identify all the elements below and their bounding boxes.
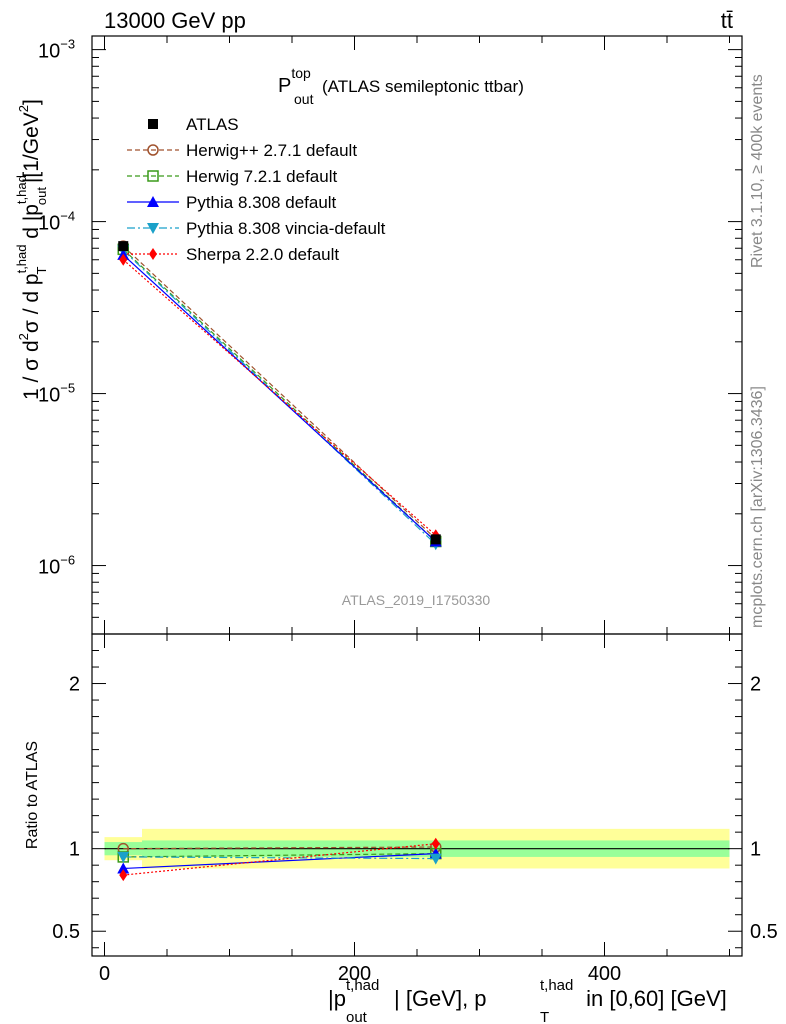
legend-marker-herwig_pp	[147, 144, 159, 156]
ylabel-c-sup: t,had	[14, 175, 29, 204]
ratio-line-herwig_pp	[123, 846, 436, 850]
title-main: P	[278, 75, 291, 97]
ylabel-d: |[1/GeV	[20, 112, 43, 183]
legend-marker-herwig7	[147, 170, 159, 182]
legend-marker-sherpa	[149, 248, 157, 260]
ylabel-b-sub: T	[34, 267, 49, 275]
x-tick-label: 200	[338, 963, 371, 985]
y-tick-label: 10−6	[38, 553, 75, 579]
ratio-point-vincia	[429, 853, 442, 865]
x-axis-label-rest: t,had out | [GeV], p t,had T in [0,60] [GeV]	[346, 977, 727, 1024]
y-tick-base: 10	[38, 41, 60, 63]
y-tick-exponent: −3	[60, 37, 75, 52]
x-axis-label: |p	[328, 986, 346, 1011]
data-point-data	[118, 241, 129, 252]
legend-label-vincia: Pythia 8.308 vincia-default	[186, 219, 386, 238]
series-line-herwig_pp	[122, 245, 437, 540]
plot-title: Ptop out (ATLAS semileptonic ttbar)	[278, 65, 524, 107]
legend-label-herwig_pp: Herwig++ 2.7.1 default	[186, 141, 357, 160]
series-line-sherpa	[122, 259, 437, 536]
y-tick-exponent: −6	[60, 553, 75, 568]
legend: ATLAS Herwig++ 2.7.1 default Herwig 7.2.1 …	[127, 115, 386, 264]
analysis-watermark: ATLAS_2019_I1750330	[342, 592, 491, 608]
legend-label-pythia: Pythia 8.308 default	[186, 193, 337, 212]
ylabel-c-sub: out	[34, 187, 49, 205]
data-point-data	[430, 534, 441, 545]
xlabel-b: | [GeV], p	[394, 986, 487, 1011]
main-panel-series	[117, 240, 442, 551]
ratio-line-sherpa	[123, 843, 436, 876]
legend-marker-data	[148, 119, 158, 129]
ratio-y-tick-label-right: 0.5	[750, 921, 778, 943]
legend-marker-vincia	[147, 223, 159, 234]
title-rest: (ATLAS semileptonic ttbar)	[322, 77, 524, 96]
legend-label-sherpa: Sherpa 2.2.0 default	[186, 245, 339, 264]
ratio-line-vincia	[123, 856, 436, 860]
ratio-y-tick-label: 2	[69, 674, 80, 696]
ratio-line-herwig7	[123, 853, 436, 858]
y-tick-label: 10−4	[38, 209, 75, 235]
xlabel-b-sub: T	[540, 1009, 549, 1024]
xlabel-c: in [0,60] [GeV]	[580, 986, 727, 1011]
ratio-point-pythia	[117, 862, 130, 874]
ratio-panel-frame	[91, 633, 743, 957]
xlabel-a-sup: t,had	[346, 977, 379, 994]
energy-label: 13000 GeV pp	[104, 8, 246, 33]
ylabel-a-sup: 2	[16, 333, 31, 340]
title-sub: out	[294, 91, 314, 107]
ylabel-d-sup: 2	[16, 105, 31, 112]
ratio-point-sherpa	[431, 837, 440, 850]
title-sup: top	[291, 65, 311, 81]
x-tick-label: 0	[99, 963, 110, 985]
y-tick-label: 10−3	[38, 37, 75, 63]
ratio-panel-series	[117, 837, 442, 882]
legend-label-herwig7: Herwig 7.2.1 default	[186, 167, 337, 186]
data-point-sherpa	[119, 253, 128, 266]
ylabel-e: ]	[20, 99, 43, 105]
y-tick-exponent: −5	[60, 381, 75, 396]
xlabel-a: |p	[328, 986, 346, 1011]
y-tick-base: 10	[38, 213, 60, 235]
ylabel-a: 1 / σ d	[20, 340, 43, 400]
main-panel-ticks: 10−310−410−510−6	[38, 36, 742, 635]
legend-marker-pythia	[147, 196, 159, 207]
main-ylabel: 1 / σ d2σ / d pt,had T d |pt,had out|[1/Ge…	[14, 99, 49, 400]
xlabel-b-sup: t,had	[540, 977, 573, 994]
ratio-y-tick-label-right: 1	[750, 839, 761, 861]
y-tick-base: 10	[38, 385, 60, 407]
mcplots-label: mcplots.cern.ch [arXiv:1306.3436]	[749, 386, 766, 628]
legend-label-data: ATLAS	[186, 115, 239, 134]
ratio-panel-ticks: 0.5 0.5 1 1 2 2 0 200 400	[52, 634, 778, 985]
xlabel-a-sub: out	[346, 1009, 368, 1024]
ratio-point-vincia	[117, 851, 130, 863]
ratio-point-sherpa	[119, 869, 128, 882]
y-tick-base: 10	[38, 557, 60, 579]
ratio-ylabel: Ratio to ATLAS	[24, 741, 41, 849]
y-tick-label: 10−5	[38, 381, 75, 407]
ylabel-b-sup: t,had	[14, 245, 29, 274]
ratio-y-tick-label-right: 2	[750, 674, 761, 696]
ratio-line-pythia	[123, 853, 436, 870]
rivet-label: Rivet 3.1.10, ≥ 400k events	[749, 74, 766, 268]
ylabel-b: σ / d p	[20, 273, 43, 333]
x-tick-label: 400	[588, 963, 621, 985]
series-line-herwig7	[122, 248, 437, 542]
ratio-y-tick-label: 1	[69, 839, 80, 861]
process-label: tt̄	[721, 8, 733, 33]
y-tick-exponent: −4	[60, 209, 75, 224]
ylabel-c: d |p	[20, 204, 43, 244]
ratio-y-tick-label: 0.5	[52, 921, 80, 943]
